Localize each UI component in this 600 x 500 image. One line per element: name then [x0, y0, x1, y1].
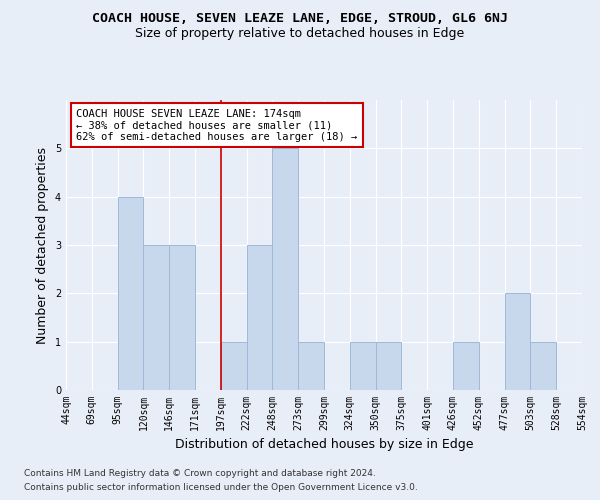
Text: COACH HOUSE SEVEN LEAZE LANE: 174sqm
← 38% of detached houses are smaller (11)
6: COACH HOUSE SEVEN LEAZE LANE: 174sqm ← 3… [76, 108, 358, 142]
Text: COACH HOUSE, SEVEN LEAZE LANE, EDGE, STROUD, GL6 6NJ: COACH HOUSE, SEVEN LEAZE LANE, EDGE, STR… [92, 12, 508, 26]
Y-axis label: Number of detached properties: Number of detached properties [37, 146, 49, 344]
Bar [505, 294, 530, 390]
Bar [169, 245, 195, 390]
Bar [143, 245, 169, 390]
Text: Contains public sector information licensed under the Open Government Licence v3: Contains public sector information licen… [24, 484, 418, 492]
Bar [350, 342, 376, 390]
Bar [118, 196, 143, 390]
Text: Size of property relative to detached houses in Edge: Size of property relative to detached ho… [136, 28, 464, 40]
Bar [453, 342, 479, 390]
Bar [272, 148, 298, 390]
Bar [376, 342, 401, 390]
X-axis label: Distribution of detached houses by size in Edge: Distribution of detached houses by size … [175, 438, 473, 452]
Bar [298, 342, 324, 390]
Text: Contains HM Land Registry data © Crown copyright and database right 2024.: Contains HM Land Registry data © Crown c… [24, 468, 376, 477]
Bar [247, 245, 272, 390]
Bar [221, 342, 247, 390]
Bar [530, 342, 556, 390]
